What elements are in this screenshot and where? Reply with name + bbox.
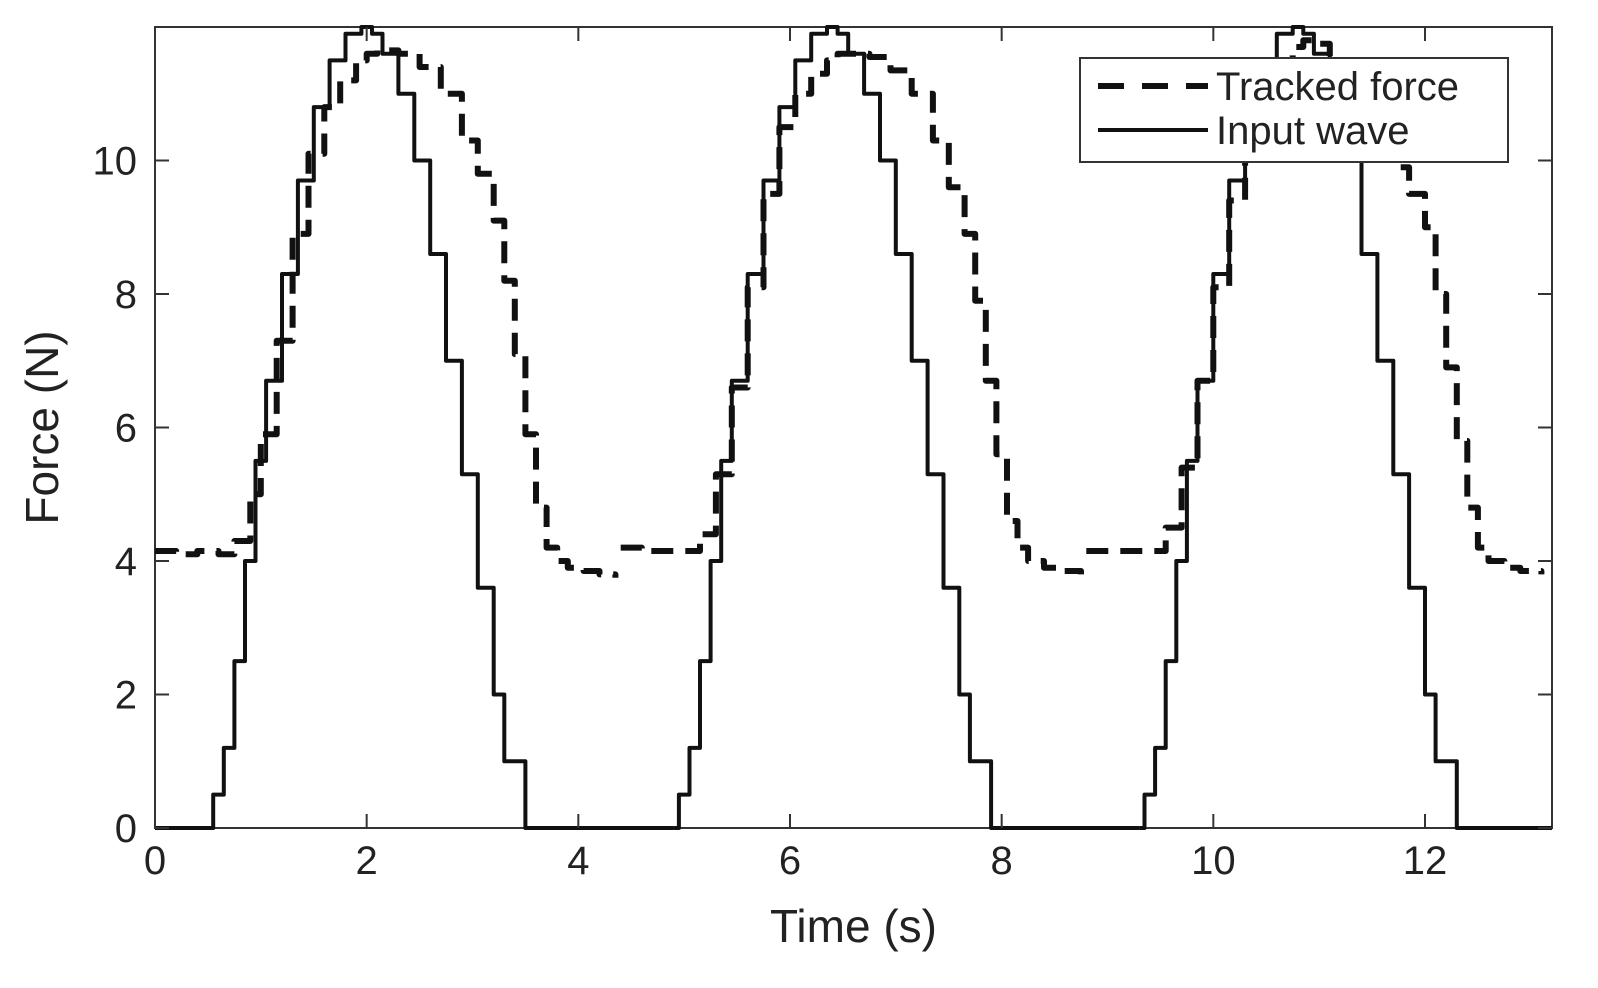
x-tick-label: 4 [567, 839, 589, 883]
y-tick-label: 10 [93, 140, 138, 184]
legend-box [1079, 57, 1509, 163]
x-tick-label: 6 [779, 839, 801, 883]
series-line-tracked-force [620, 50, 1084, 575]
x-tick-label: 2 [356, 839, 378, 883]
series-line-input-wave [673, 25, 1140, 830]
series-line-input-wave [155, 25, 674, 830]
y-tick-label: 8 [115, 273, 137, 317]
y-axis-label: Force (N) [16, 330, 68, 524]
legend: Tracked force Input wave [1079, 57, 1509, 163]
y-tick-label: 4 [115, 540, 137, 584]
x-tick-label: 10 [1191, 839, 1236, 883]
x-axis-label: Time (s) [770, 900, 937, 952]
legend-label-input-wave: Input wave [1216, 109, 1409, 153]
ticks-layer: 0 2 4 6 8 10 12 0 2 4 6 8 10 [93, 27, 1552, 883]
y-tick-label: 2 [115, 674, 137, 718]
y-tick-label: 0 [115, 807, 137, 851]
series-line-tracked-force [155, 47, 619, 578]
legend-label-tracked-force: Tracked force [1216, 65, 1459, 109]
x-tick-label: 0 [144, 839, 166, 883]
x-tick-label: 12 [1403, 839, 1448, 883]
x-tick-label: 8 [991, 839, 1013, 883]
y-tick-label: 6 [115, 407, 137, 451]
series-line-input-wave [1139, 25, 1552, 830]
